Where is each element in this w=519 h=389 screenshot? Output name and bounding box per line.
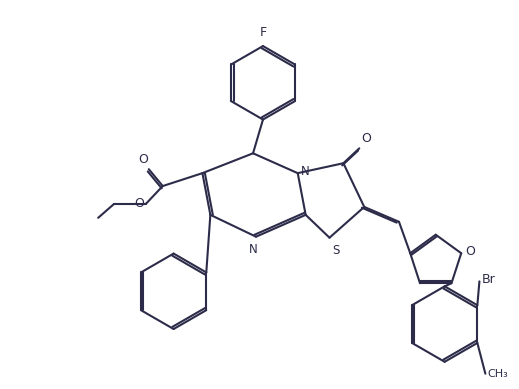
Text: O: O [138,153,148,166]
Text: N: N [301,165,309,178]
Text: O: O [361,132,371,145]
Text: O: O [134,198,144,210]
Text: CH₃: CH₃ [487,369,508,379]
Text: F: F [260,26,267,39]
Text: O: O [465,245,475,258]
Text: S: S [333,244,340,257]
Text: N: N [249,243,257,256]
Text: Br: Br [482,273,495,286]
